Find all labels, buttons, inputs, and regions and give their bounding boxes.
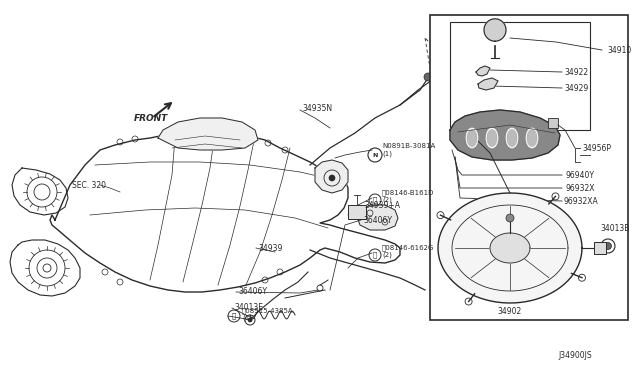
Ellipse shape	[487, 129, 497, 147]
Ellipse shape	[466, 128, 478, 148]
Text: 96932XA: 96932XA	[563, 196, 598, 205]
Ellipse shape	[506, 128, 518, 148]
Ellipse shape	[526, 128, 538, 148]
Text: 34902: 34902	[498, 308, 522, 317]
Text: 34956P: 34956P	[582, 144, 611, 153]
Bar	[548, 118, 558, 128]
Polygon shape	[476, 66, 490, 76]
Text: 34939+A: 34939+A	[364, 201, 400, 209]
Text: N0891B-3081A
(1): N0891B-3081A (1)	[382, 143, 435, 157]
Text: Ⓒ: Ⓒ	[373, 252, 377, 258]
Text: 34935N: 34935N	[302, 103, 332, 112]
Text: 34939: 34939	[258, 244, 282, 253]
Text: 34910: 34910	[607, 45, 631, 55]
Polygon shape	[450, 110, 560, 160]
Text: 34922: 34922	[564, 67, 588, 77]
Circle shape	[424, 73, 432, 81]
Polygon shape	[478, 78, 498, 90]
Polygon shape	[357, 205, 398, 230]
Text: Ⓒ08146-6162G
(2): Ⓒ08146-6162G (2)	[382, 244, 435, 258]
Text: 34929: 34929	[564, 83, 588, 93]
Text: 36406Y: 36406Y	[238, 288, 267, 296]
Text: 96940Y: 96940Y	[565, 170, 594, 180]
Polygon shape	[12, 168, 68, 215]
Text: 96932X: 96932X	[565, 183, 595, 192]
Ellipse shape	[507, 129, 517, 147]
Text: Ⓒ08915-4385A
(1): Ⓒ08915-4385A (1)	[242, 307, 294, 321]
Text: 34013B: 34013B	[600, 224, 629, 232]
Polygon shape	[10, 240, 80, 296]
Polygon shape	[50, 128, 400, 292]
Text: Ⓒ: Ⓒ	[232, 313, 236, 319]
Text: FRONT: FRONT	[134, 113, 168, 122]
Circle shape	[605, 243, 611, 250]
Ellipse shape	[467, 129, 477, 147]
Ellipse shape	[486, 128, 498, 148]
Text: 34013E: 34013E	[234, 304, 263, 312]
Bar	[430, 15, 628, 320]
Text: Ⓒ: Ⓒ	[373, 197, 377, 203]
Text: 36406Y: 36406Y	[363, 215, 392, 224]
Text: SEC. 320: SEC. 320	[72, 180, 106, 189]
Polygon shape	[158, 118, 258, 150]
Ellipse shape	[527, 129, 537, 147]
Text: Ⓒ08146-B161D
(2): Ⓒ08146-B161D (2)	[382, 189, 435, 203]
Bar	[348, 205, 366, 219]
Polygon shape	[315, 160, 348, 193]
Bar	[594, 242, 606, 254]
Circle shape	[506, 214, 514, 222]
Text: J34900JS: J34900JS	[558, 350, 591, 359]
Polygon shape	[438, 193, 582, 303]
Circle shape	[329, 175, 335, 181]
Polygon shape	[484, 19, 506, 41]
Circle shape	[248, 318, 252, 322]
Polygon shape	[490, 233, 530, 263]
Bar	[450, 22, 590, 130]
Text: N: N	[372, 153, 378, 157]
